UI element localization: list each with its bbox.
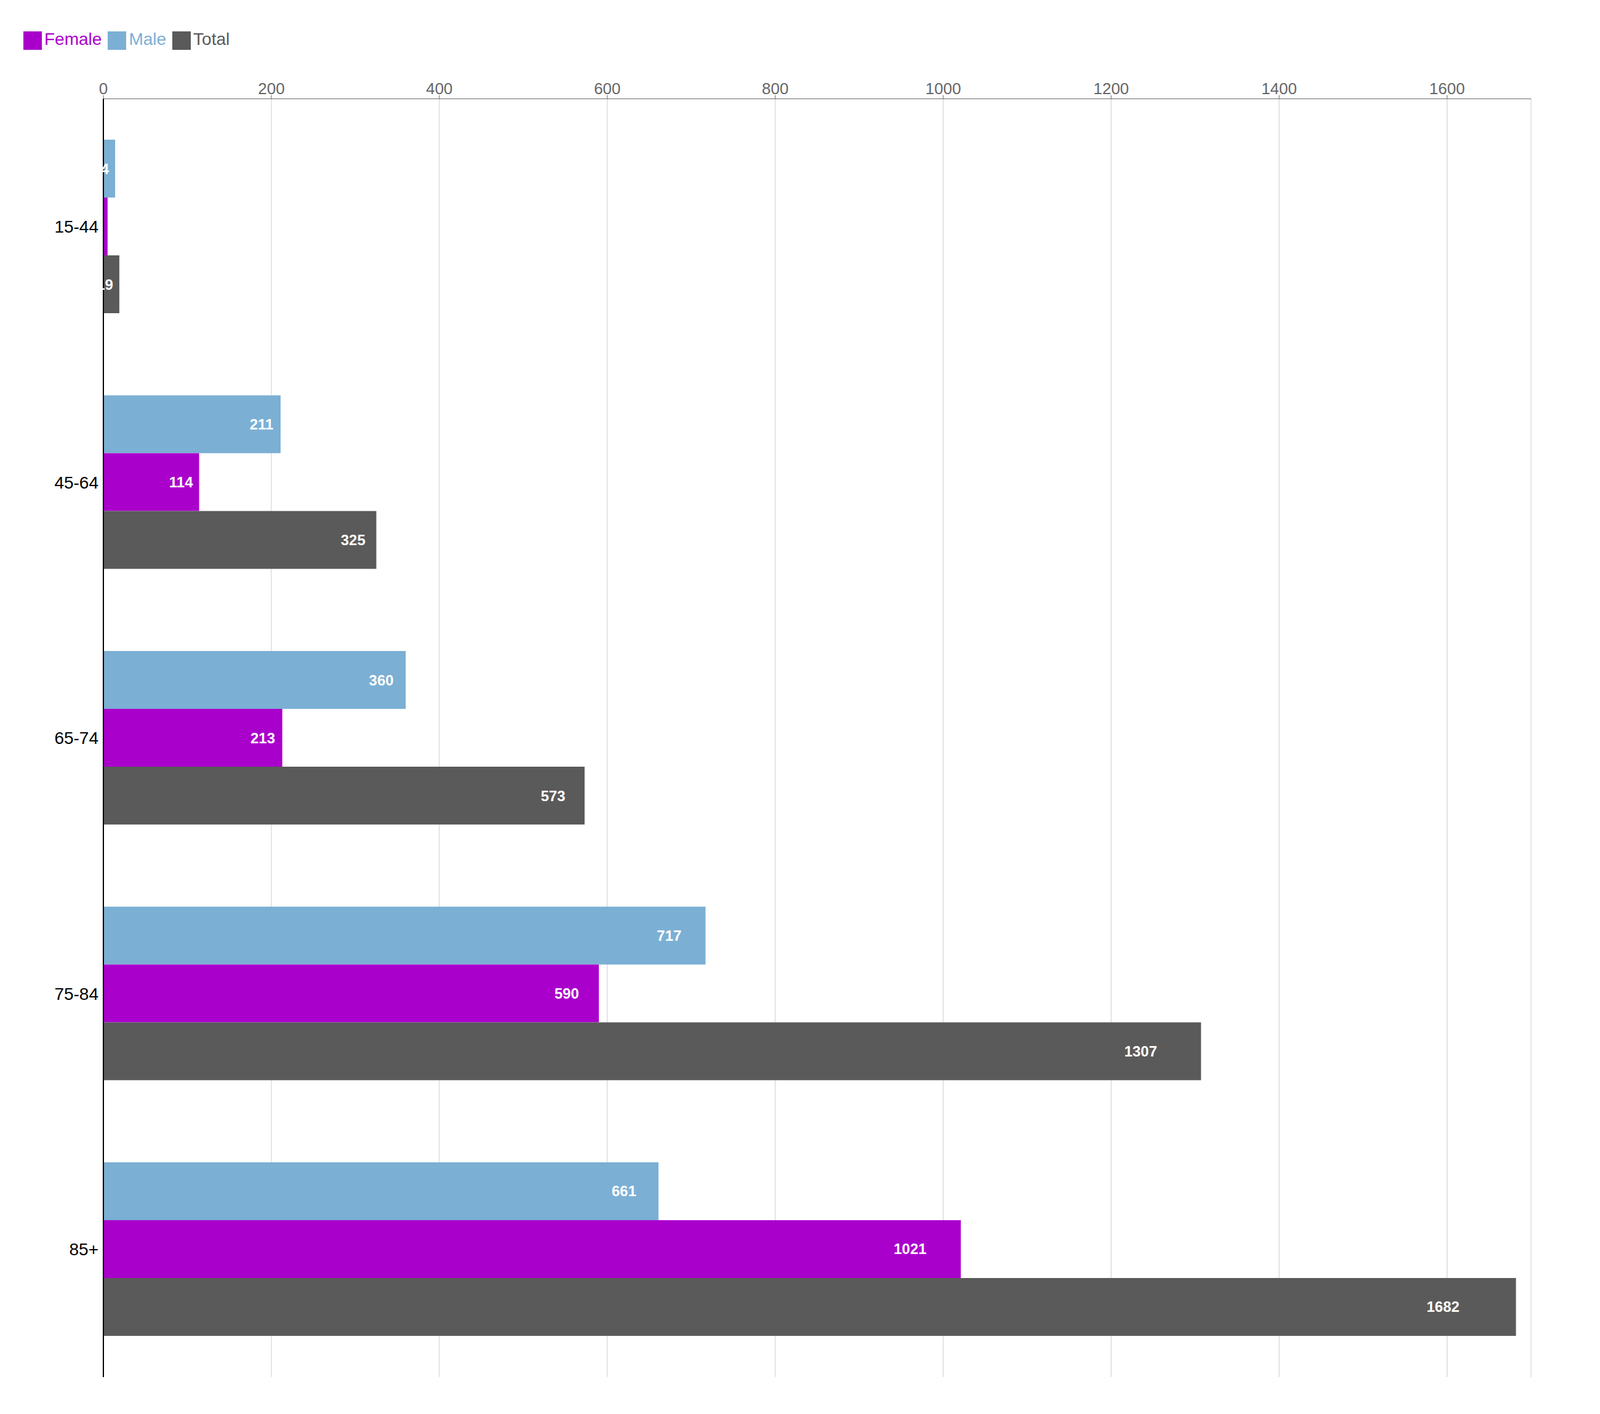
svg-text:1682: 1682 — [1426, 1298, 1460, 1316]
svg-text:211: 211 — [249, 416, 274, 433]
html-text:Male: Male — [128, 29, 167, 49]
svg-text:114: 114 — [169, 473, 194, 491]
svg-text:65-74: 65-74 — [54, 728, 99, 748]
svg-text:590: 590 — [554, 985, 580, 1002]
svg-text:1000: 1000 — [925, 79, 962, 98]
svg-text:600: 600 — [593, 79, 621, 98]
svg-text:213: 213 — [250, 729, 276, 747]
svg-text:85+: 85+ — [69, 1240, 100, 1260]
svg-text:75-84: 75-84 — [54, 984, 99, 1004]
svg-text:717: 717 — [656, 927, 682, 944]
svg-text:1400: 1400 — [1261, 79, 1298, 98]
svg-text:200: 200 — [257, 79, 285, 98]
svg-text:19: 19 — [96, 276, 114, 293]
html-text:Female: Female — [44, 29, 102, 49]
svg-text:14: 14 — [92, 160, 109, 178]
svg-text:400: 400 — [425, 79, 453, 98]
html-text:Total: Total — [193, 29, 230, 49]
svg-text:360: 360 — [369, 672, 394, 689]
svg-text:1200: 1200 — [1093, 79, 1130, 98]
svg-text:1600: 1600 — [1429, 79, 1466, 98]
svg-text:0: 0 — [99, 79, 108, 98]
svg-text:1307: 1307 — [1124, 1043, 1157, 1060]
svg-text:325: 325 — [340, 531, 366, 549]
svg-text:1021: 1021 — [893, 1240, 927, 1258]
svg-text:45-64: 45-64 — [54, 473, 99, 493]
svg-text:15-44: 15-44 — [54, 217, 99, 237]
svg-text:661: 661 — [611, 1182, 637, 1200]
svg-text:800: 800 — [761, 79, 789, 98]
svg-text:573: 573 — [540, 787, 566, 805]
